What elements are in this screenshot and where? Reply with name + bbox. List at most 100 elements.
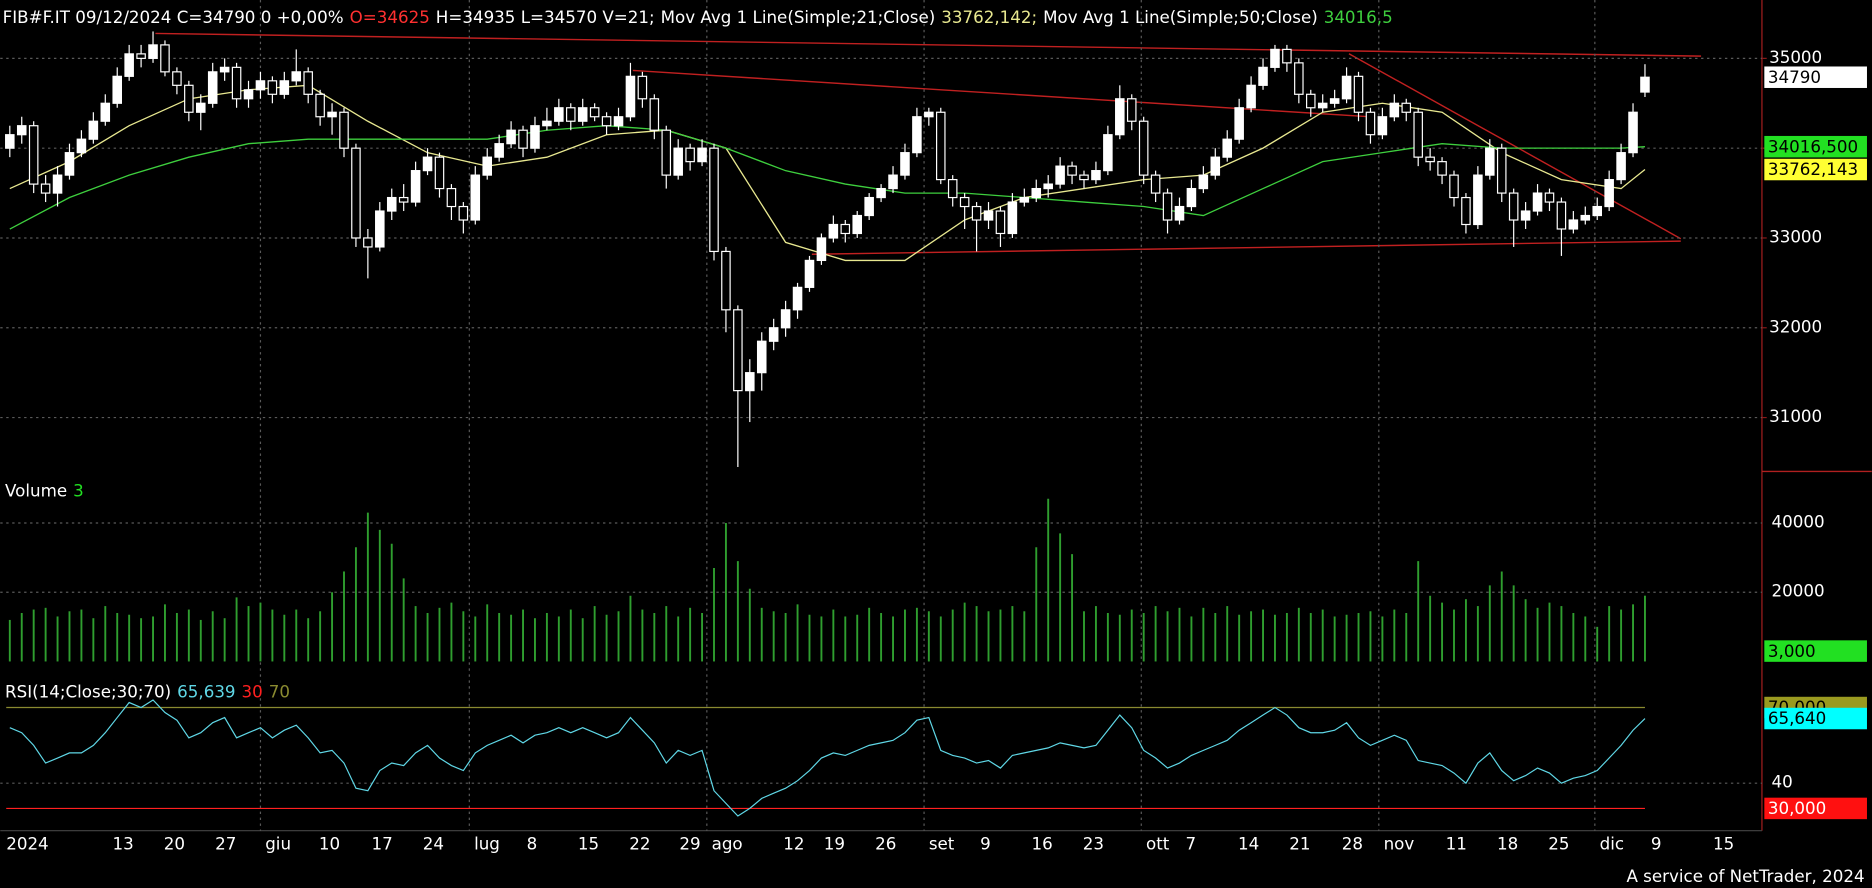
legend-name: Mov Avg 1 Line(Simple;21;Close) xyxy=(661,6,936,26)
candle-body xyxy=(1019,196,1030,203)
trend-line xyxy=(811,240,1681,255)
candle-body xyxy=(1317,102,1328,109)
candle-body xyxy=(685,147,695,163)
x-tick-label: ott xyxy=(1146,834,1170,854)
candle-body xyxy=(100,102,111,122)
x-tick-label: 28 xyxy=(1342,834,1363,854)
x-tick-label: 24 xyxy=(423,834,444,854)
x-tick-label: 2024 xyxy=(6,834,48,854)
footer: A service of NetTrader, 2024 xyxy=(1626,866,1864,886)
x-tick-label: 20 xyxy=(164,834,185,854)
candle-body xyxy=(959,196,970,208)
legend-value: 33762,142; xyxy=(941,6,1037,26)
x-tick-label: dic xyxy=(1600,834,1624,854)
value-tag xyxy=(1764,135,1867,158)
x-tick-label: 15 xyxy=(1713,834,1734,854)
x-tick-label: ago xyxy=(712,834,743,854)
candle-body xyxy=(1413,111,1423,158)
candle-body xyxy=(1449,174,1459,199)
candle-body xyxy=(852,214,862,235)
candle-body xyxy=(673,147,683,176)
x-tick-label: 26 xyxy=(875,834,896,854)
candle-body xyxy=(52,174,63,194)
candle-body xyxy=(148,44,158,59)
candle-body xyxy=(1341,75,1352,100)
candle-body xyxy=(64,152,75,176)
value-tag xyxy=(1764,797,1867,820)
candle-body xyxy=(876,187,886,199)
candle-body xyxy=(1079,174,1089,181)
value-tag-label: 34016,500 xyxy=(1768,136,1858,156)
candle-body xyxy=(1007,201,1018,235)
candle-body xyxy=(1556,201,1567,230)
candle-body xyxy=(709,147,719,253)
candle-body xyxy=(936,111,946,181)
candle-body xyxy=(184,84,194,113)
volume-label: Volume 3 xyxy=(5,480,84,500)
x-tick-label: giu xyxy=(265,834,291,854)
candle-body xyxy=(219,66,230,73)
candle-body xyxy=(554,107,564,122)
rsi-upper: 70 xyxy=(269,681,290,701)
value-tag-label: 3,000 xyxy=(1768,641,1816,661)
candle-body xyxy=(1401,102,1412,113)
candle-body xyxy=(231,66,242,100)
candle-body xyxy=(530,125,540,149)
candle-body xyxy=(1174,205,1185,221)
candle-body xyxy=(303,71,313,95)
candle-body xyxy=(398,196,409,203)
y-tick-label: 31000 xyxy=(1769,406,1822,426)
candle-body xyxy=(1210,156,1221,176)
candle-body xyxy=(446,187,457,208)
candle-body xyxy=(1580,214,1591,221)
candle-body xyxy=(721,250,731,311)
candle-body xyxy=(1437,161,1447,176)
x-tick-label: 8 xyxy=(527,834,538,854)
value-tag-label: 30,000 xyxy=(1768,798,1826,818)
candle-body xyxy=(76,138,87,154)
volume-name: Volume xyxy=(5,480,67,500)
y-tick-label: 33000 xyxy=(1769,226,1822,246)
value-tag-label: 65,640 xyxy=(1768,708,1826,728)
candle-body xyxy=(1353,75,1364,113)
candle-body xyxy=(1592,205,1602,217)
value-tag-label: 33762,143 xyxy=(1768,159,1858,179)
candle-body xyxy=(768,327,779,342)
candle-body xyxy=(828,223,839,239)
value-tag xyxy=(1764,707,1867,730)
x-tick-label: 7 xyxy=(1185,834,1196,854)
candle-body xyxy=(1329,98,1340,104)
candle-body xyxy=(160,44,170,73)
candle-body xyxy=(1282,48,1292,64)
candle-body xyxy=(1043,183,1053,190)
candle-body xyxy=(900,152,910,176)
moving-average-line xyxy=(9,125,1646,230)
candle-body xyxy=(1425,156,1435,163)
candle-body xyxy=(1246,84,1256,109)
candle-body xyxy=(315,93,325,118)
candle-body xyxy=(363,237,373,248)
candle-body xyxy=(255,80,266,91)
candle-body xyxy=(780,309,791,329)
candle-body xyxy=(1115,98,1125,136)
candle-body xyxy=(422,156,433,172)
trend-line xyxy=(1348,53,1682,240)
candle-body xyxy=(1091,170,1101,181)
x-tick-label: 9 xyxy=(980,834,991,854)
candle-body xyxy=(434,156,445,190)
candle-body xyxy=(1461,196,1471,226)
candle-body xyxy=(458,205,469,221)
candle-body xyxy=(733,309,743,392)
candle-body xyxy=(924,111,934,118)
trend-lines xyxy=(155,32,1702,255)
rsi-last: 65,639 xyxy=(177,681,235,701)
value-tag xyxy=(1764,66,1867,88)
candle-body xyxy=(601,116,612,127)
rsi-label: RSI(14;Close;30;70) 65,639 30 70 xyxy=(5,681,290,701)
candle-body xyxy=(1508,192,1519,221)
candle-body xyxy=(792,286,803,311)
candle-body xyxy=(1103,134,1113,172)
candle-body xyxy=(16,125,27,136)
candle-body xyxy=(279,80,290,95)
